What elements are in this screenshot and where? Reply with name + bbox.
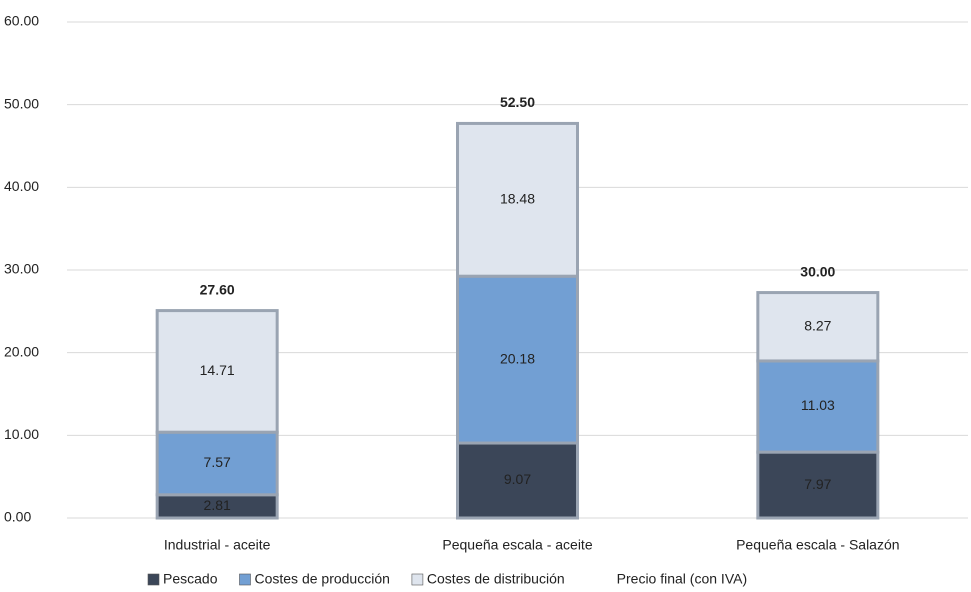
x-tick-label: Industrial - aceite <box>164 537 271 553</box>
bar-segment <box>456 121 579 278</box>
bar-segment <box>456 274 579 445</box>
legend-swatch <box>147 573 160 586</box>
legend-label: Costes de producción <box>254 571 389 587</box>
bar-segment <box>756 359 880 454</box>
segment-label: 7.57 <box>204 454 231 470</box>
bar-segment <box>756 291 880 363</box>
y-tick-label: 20.00 <box>4 343 39 359</box>
total-label: 52.50 <box>500 94 535 110</box>
y-tick-label: 60.00 <box>4 13 39 29</box>
bar-segment <box>756 450 880 520</box>
segment-label: 14.71 <box>200 362 235 378</box>
segment-label: 11.03 <box>801 397 835 413</box>
segment-label: 7.97 <box>804 476 831 492</box>
y-tick-label: 30.00 <box>4 261 39 277</box>
legend-swatch <box>411 573 424 586</box>
x-tick-label: Pequeña escala - aceite <box>442 537 592 553</box>
segment-label: 20.18 <box>500 350 535 366</box>
total-label: 27.60 <box>200 281 235 297</box>
x-tick-label: Pequeña escala - Salazón <box>736 537 899 553</box>
y-tick-label: 0.00 <box>4 509 31 525</box>
segment-label: 8.27 <box>804 317 831 333</box>
bar-segment <box>456 441 579 520</box>
segment-label: 2.81 <box>204 497 231 513</box>
y-tick-label: 50.00 <box>4 95 39 111</box>
legend-label: Pescado <box>163 571 218 587</box>
legend-swatch <box>239 573 251 586</box>
y-tick-label: 40.00 <box>4 178 39 194</box>
y-tick-label: 10.00 <box>4 426 39 442</box>
legend-label: Costes de distribución <box>427 571 565 587</box>
total-label: 30.00 <box>800 263 835 279</box>
segment-label: 9.07 <box>504 471 531 487</box>
segment-label: 18.48 <box>500 191 535 207</box>
legend-label: Precio final (con IVA) <box>617 571 747 587</box>
bar-segment <box>155 309 279 434</box>
